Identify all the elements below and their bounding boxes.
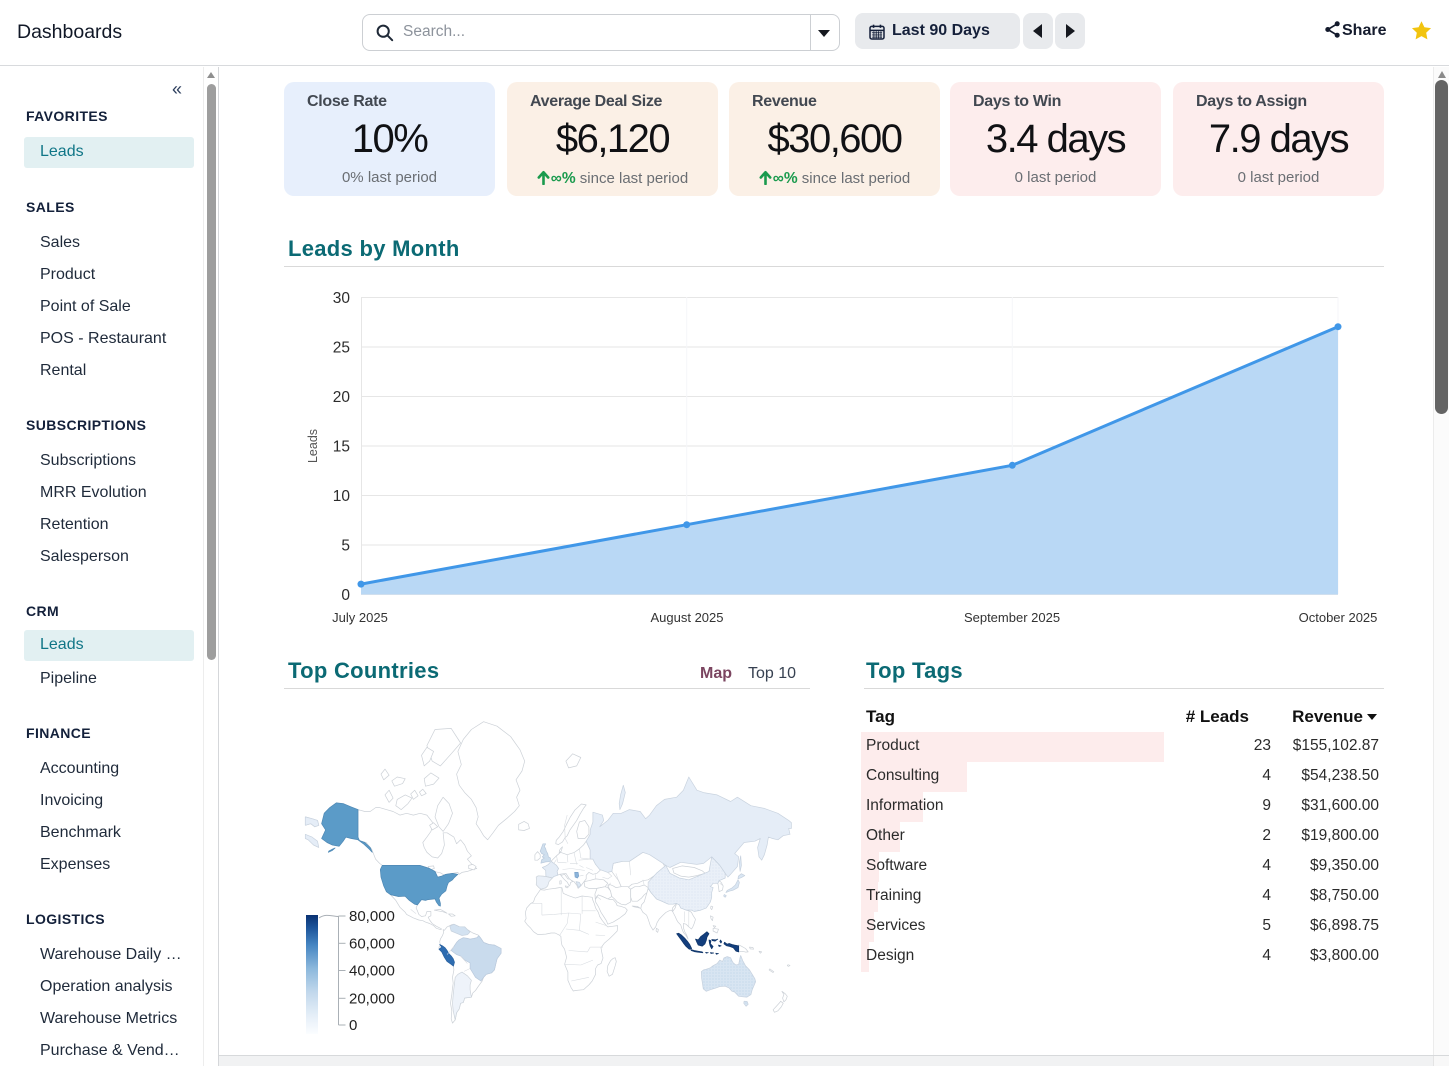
svg-text:30: 30 bbox=[333, 290, 351, 307]
svg-text:September 2025: September 2025 bbox=[964, 610, 1060, 625]
svg-text:August 2025: August 2025 bbox=[650, 610, 723, 625]
svg-text:October 2025: October 2025 bbox=[1299, 610, 1378, 625]
svg-text:40,000: 40,000 bbox=[349, 963, 395, 980]
svg-text:60,000: 60,000 bbox=[349, 935, 395, 952]
svg-text:25: 25 bbox=[333, 340, 350, 357]
svg-text:80,000: 80,000 bbox=[349, 908, 395, 925]
svg-text:Leads: Leads bbox=[306, 429, 320, 463]
svg-text:10: 10 bbox=[333, 488, 351, 505]
svg-text:0: 0 bbox=[349, 1017, 357, 1034]
svg-text:20,000: 20,000 bbox=[349, 990, 395, 1007]
svg-text:0: 0 bbox=[341, 587, 350, 604]
svg-text:5: 5 bbox=[341, 538, 350, 555]
svg-text:15: 15 bbox=[333, 439, 350, 456]
svg-text:20: 20 bbox=[333, 389, 351, 406]
svg-text:July 2025: July 2025 bbox=[332, 610, 388, 625]
